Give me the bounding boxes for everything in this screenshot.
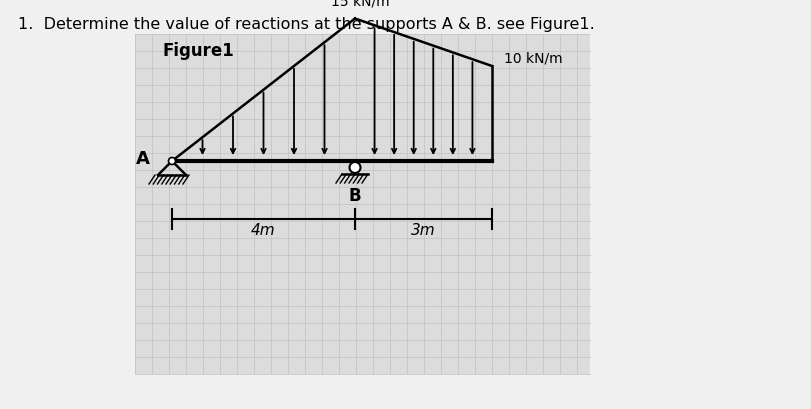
Text: 10 kN/m: 10 kN/m — [504, 51, 562, 65]
Circle shape — [349, 162, 360, 173]
Text: Figure1: Figure1 — [163, 42, 234, 60]
Bar — [135, 34, 590, 374]
Circle shape — [169, 157, 175, 164]
Text: 3m: 3m — [410, 223, 436, 238]
Text: 15 kN/m: 15 kN/m — [330, 0, 388, 9]
Text: A: A — [136, 150, 150, 168]
Text: 1.  Determine the value of reactions at the supports A & B. see Figure1.: 1. Determine the value of reactions at t… — [18, 17, 594, 32]
Text: 4m: 4m — [251, 223, 276, 238]
Text: B: B — [348, 187, 361, 205]
